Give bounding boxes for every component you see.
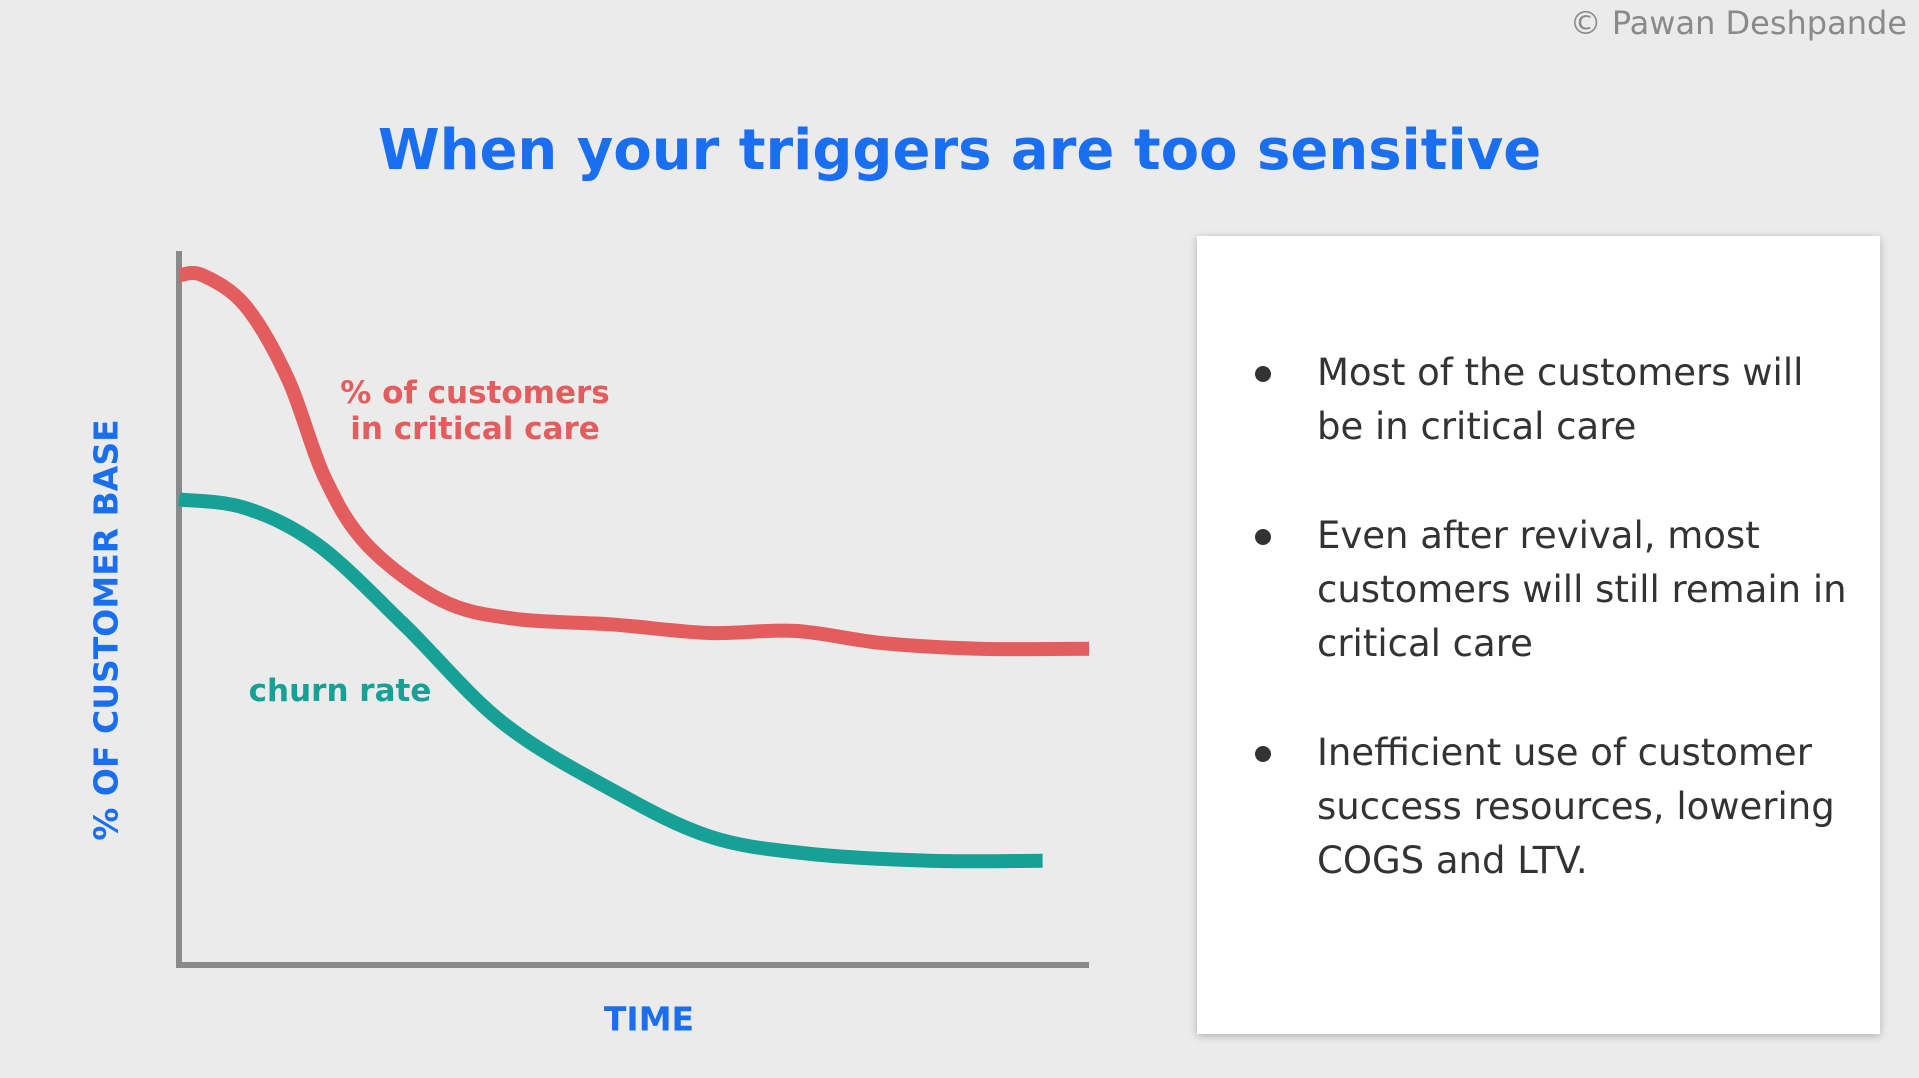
x-axis-label: TIME — [604, 1000, 694, 1039]
note: Even after revival, most customers will … — [1255, 509, 1855, 671]
note: Most of the customers will be in critica… — [1255, 346, 1855, 454]
chart-title: When your triggers are too sensitive — [377, 118, 1542, 183]
series-label: churn rate — [248, 673, 432, 709]
notes-panel: Most of the customers will be in critica… — [1197, 236, 1880, 1034]
copyright: © Pawan Deshpande — [1569, 4, 1907, 42]
line — [178, 492, 1043, 869]
axes — [176, 251, 1089, 968]
series-label: % of customers in critical care — [340, 375, 610, 447]
notes-list: Most of the customers will be in critica… — [1255, 346, 1855, 943]
line — [178, 266, 1090, 657]
note: Inefficient use of customer success reso… — [1255, 726, 1855, 888]
y-axis-label: % OF CUSTOMER BASE — [87, 419, 126, 840]
